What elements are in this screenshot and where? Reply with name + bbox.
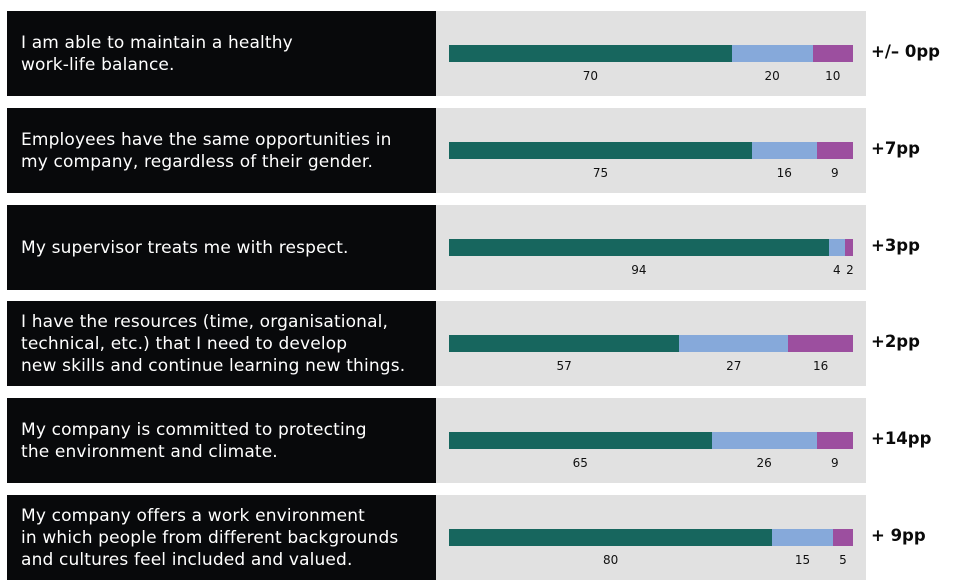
bar-panel: 94 4 2: [436, 205, 866, 290]
bar-segment-agree: [449, 529, 773, 546]
statement-label-box: My company is committed to protecting th…: [7, 398, 436, 483]
bar-value-label: 26: [756, 456, 772, 470]
statement-text: Employees have the same opportunities in…: [21, 129, 392, 172]
bar-segment-neutral: [731, 45, 813, 62]
change-label: +7pp: [871, 139, 920, 158]
change-label: +14pp: [871, 429, 932, 448]
bar-panel: 75 16 9: [436, 108, 866, 193]
change-label: +3pp: [871, 236, 920, 255]
statement-text: I have the resources (time, organisation…: [21, 311, 406, 376]
statement-text: My company offers a work environment in …: [21, 505, 399, 570]
bar-value-label: 16: [776, 166, 792, 180]
statement-label-box: My supervisor treats me with respect.: [7, 205, 436, 290]
stacked-bar: [449, 142, 853, 159]
statement-text: My company is committed to protecting th…: [21, 419, 367, 462]
change-label: +/– 0pp: [871, 42, 940, 61]
bar-panel: 80 15 5: [436, 495, 866, 580]
bar-panel: 65 26 9: [436, 398, 866, 483]
change-label: + 9pp: [871, 526, 926, 545]
bar-panel: 70 20 10: [436, 11, 866, 96]
bar-value-label: 75: [592, 166, 609, 180]
statement-row: My company is committed to protecting th…: [7, 398, 866, 483]
bar-value-label: 16: [813, 359, 829, 373]
statement-label-box: Employees have the same opportunities in…: [7, 108, 436, 193]
bar-segment-neutral: [828, 239, 845, 256]
bar-value-label: 15: [794, 553, 811, 567]
bar-segment-neutral: [772, 529, 833, 546]
bar-value-label: 57: [556, 359, 572, 373]
bar-segment-disagree: [844, 239, 853, 256]
bar-value-label: 9: [830, 456, 839, 470]
bar-segment-disagree: [812, 45, 853, 62]
bar-value-label: 27: [726, 359, 742, 373]
statement-label-box: I am able to maintain a healthy work-lif…: [7, 11, 436, 96]
statement-label-box: My company offers a work environment in …: [7, 495, 436, 580]
statement-text: My supervisor treats me with respect.: [21, 237, 349, 258]
statement-row: I have the resources (time, organisation…: [7, 301, 866, 386]
bar-segment-neutral: [752, 142, 817, 159]
bar-segment-neutral: [711, 432, 817, 449]
bar-segment-disagree: [788, 335, 853, 352]
statement-row: Employees have the same opportunities in…: [7, 108, 866, 193]
bar-segment-agree: [449, 335, 680, 352]
bar-segment-neutral: [679, 335, 789, 352]
bar-segment-disagree: [816, 142, 853, 159]
bar-value-label: 70: [582, 69, 599, 83]
bar-segment-agree: [449, 142, 752, 159]
stacked-bar: [449, 432, 853, 449]
bar-value-label: 4: [833, 263, 841, 277]
bar-value-label: 20: [764, 69, 780, 83]
statement-row: I am able to maintain a healthy work-lif…: [7, 11, 866, 96]
bar-value-label: 10: [825, 69, 841, 83]
statement-row: My company offers a work environment in …: [7, 495, 866, 580]
stacked-bar: [449, 529, 853, 546]
bar-value-label: 5: [839, 553, 847, 567]
stacked-bar: [449, 335, 853, 352]
bar-value-label: 65: [572, 456, 588, 470]
stacked-bar: [449, 239, 853, 256]
bar-segment-disagree: [816, 432, 853, 449]
bar-value-label: 2: [846, 263, 854, 277]
statement-row: My supervisor treats me with respect. 94 4…: [7, 205, 866, 290]
change-label: +2pp: [871, 332, 920, 351]
bar-panel: 57 27 16: [436, 301, 866, 386]
bar-segment-agree: [449, 432, 712, 449]
bar-value-label: 9: [830, 166, 839, 180]
bar-segment-disagree: [832, 529, 853, 546]
bar-value-label: 94: [631, 263, 647, 277]
bar-segment-agree: [449, 45, 732, 62]
statement-label-box: I have the resources (time, organisation…: [7, 301, 436, 386]
statement-text: I am able to maintain a healthy work-lif…: [21, 32, 293, 75]
bar-segment-agree: [449, 239, 829, 256]
stacked-bar: [449, 45, 853, 62]
bar-value-label: 80: [602, 553, 619, 567]
